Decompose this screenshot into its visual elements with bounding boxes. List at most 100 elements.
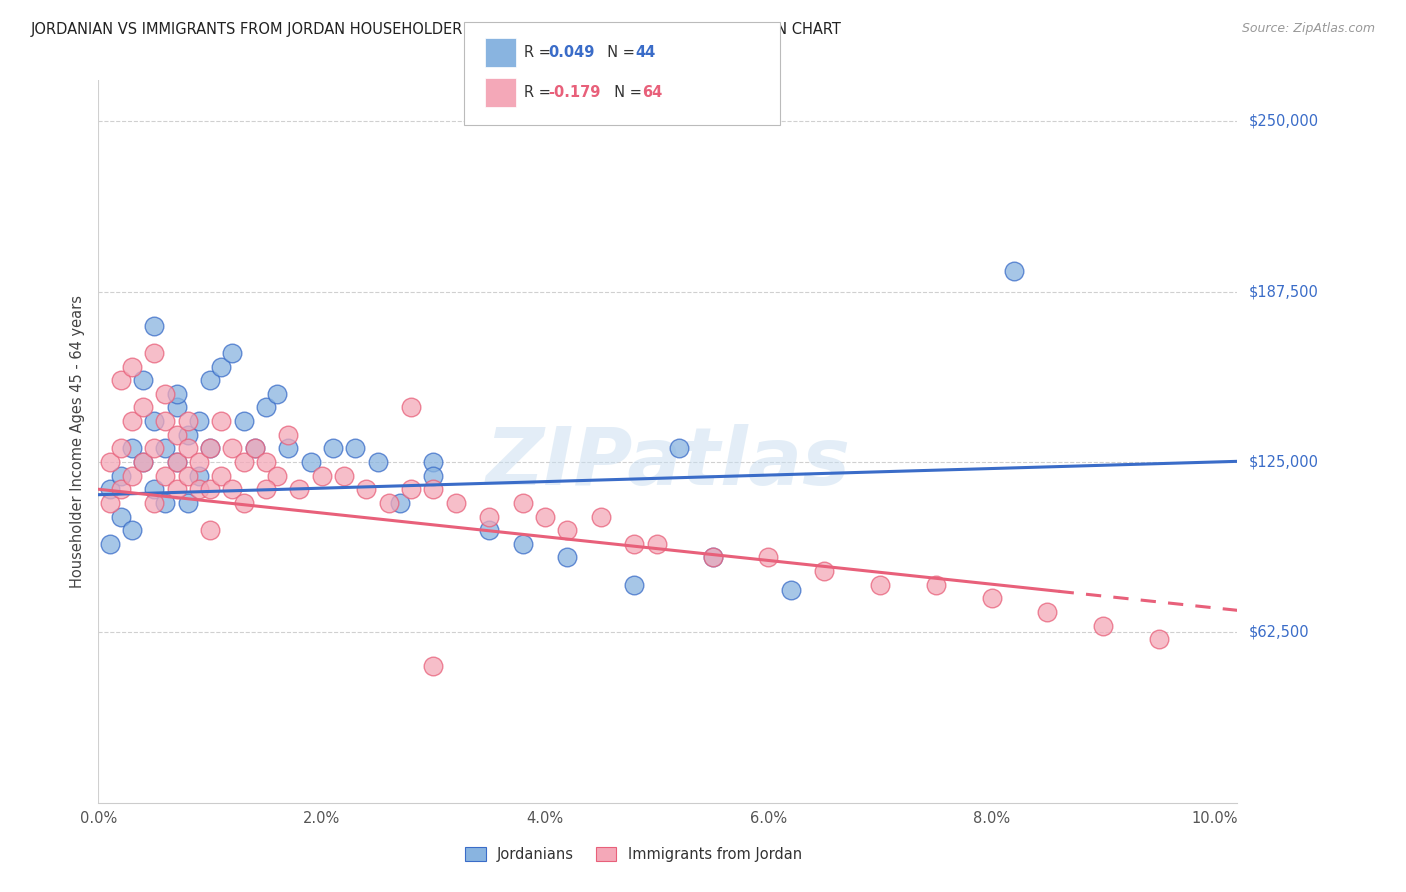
Point — [702, 550, 724, 565]
Legend: Jordanians, Immigrants from Jordan: Jordanians, Immigrants from Jordan — [460, 840, 808, 868]
Point — [143, 482, 166, 496]
Point — [155, 414, 177, 428]
Point — [478, 523, 501, 537]
Point — [299, 455, 322, 469]
Point — [478, 509, 501, 524]
Text: JORDANIAN VS IMMIGRANTS FROM JORDAN HOUSEHOLDER INCOME AGES 45 - 64 YEARS CORREL: JORDANIAN VS IMMIGRANTS FROM JORDAN HOUS… — [31, 22, 842, 37]
Point — [177, 496, 200, 510]
Point — [143, 496, 166, 510]
Point — [756, 550, 779, 565]
Text: 0.049: 0.049 — [548, 45, 595, 60]
Point — [143, 414, 166, 428]
Text: $62,500: $62,500 — [1249, 625, 1309, 640]
Point — [187, 414, 209, 428]
Point — [534, 509, 557, 524]
Point — [132, 455, 155, 469]
Point — [1002, 264, 1025, 278]
Point — [557, 550, 579, 565]
Text: Source: ZipAtlas.com: Source: ZipAtlas.com — [1241, 22, 1375, 36]
Point — [166, 401, 188, 415]
Point — [166, 387, 188, 401]
Point — [155, 468, 177, 483]
Point — [98, 482, 121, 496]
Point — [288, 482, 311, 496]
Point — [110, 442, 132, 456]
Text: N =: N = — [605, 86, 647, 100]
Point — [422, 659, 444, 673]
Point — [367, 455, 389, 469]
Point — [132, 455, 155, 469]
Point — [1147, 632, 1170, 647]
Point — [187, 482, 209, 496]
Point — [177, 468, 200, 483]
Point — [221, 442, 243, 456]
Point — [444, 496, 467, 510]
Point — [388, 496, 411, 510]
Point — [132, 401, 155, 415]
Point — [132, 373, 155, 387]
Point — [813, 564, 835, 578]
Point — [166, 455, 188, 469]
Point — [243, 442, 266, 456]
Point — [110, 468, 132, 483]
Point — [121, 523, 143, 537]
Point — [121, 414, 143, 428]
Point — [98, 455, 121, 469]
Text: $125,000: $125,000 — [1249, 455, 1319, 469]
Point — [155, 442, 177, 456]
Point — [277, 427, 299, 442]
Point — [232, 496, 254, 510]
Point — [143, 442, 166, 456]
Point — [209, 359, 232, 374]
Point — [121, 442, 143, 456]
Point — [243, 442, 266, 456]
Point — [557, 523, 579, 537]
Point — [187, 468, 209, 483]
Point — [333, 468, 356, 483]
Point — [110, 482, 132, 496]
Point — [177, 427, 200, 442]
Text: 44: 44 — [636, 45, 655, 60]
Point — [166, 482, 188, 496]
Point — [232, 455, 254, 469]
Point — [254, 482, 277, 496]
Point — [98, 496, 121, 510]
Point — [254, 401, 277, 415]
Point — [166, 455, 188, 469]
Point — [198, 442, 221, 456]
Point — [311, 468, 333, 483]
Text: R =: R = — [524, 86, 555, 100]
Text: $250,000: $250,000 — [1249, 113, 1319, 128]
Point — [266, 387, 288, 401]
Point — [143, 346, 166, 360]
Point — [221, 346, 243, 360]
Point — [623, 577, 645, 591]
Point — [166, 427, 188, 442]
Point — [980, 591, 1002, 606]
Point — [177, 414, 200, 428]
Text: 64: 64 — [643, 86, 662, 100]
Point — [254, 455, 277, 469]
Point — [221, 482, 243, 496]
Point — [187, 455, 209, 469]
Point — [668, 442, 690, 456]
Point — [98, 537, 121, 551]
Point — [925, 577, 948, 591]
Point — [645, 537, 668, 551]
Point — [198, 523, 221, 537]
Point — [110, 509, 132, 524]
Point — [869, 577, 891, 591]
Point — [589, 509, 612, 524]
Point — [121, 468, 143, 483]
Point — [779, 583, 801, 598]
Text: -0.179: -0.179 — [548, 86, 600, 100]
Point — [512, 537, 534, 551]
Point — [198, 482, 221, 496]
Point — [356, 482, 378, 496]
Point — [198, 442, 221, 456]
Point — [512, 496, 534, 510]
Point — [344, 442, 367, 456]
Text: R =: R = — [524, 45, 555, 60]
Y-axis label: Householder Income Ages 45 - 64 years: Householder Income Ages 45 - 64 years — [69, 295, 84, 588]
Point — [110, 373, 132, 387]
